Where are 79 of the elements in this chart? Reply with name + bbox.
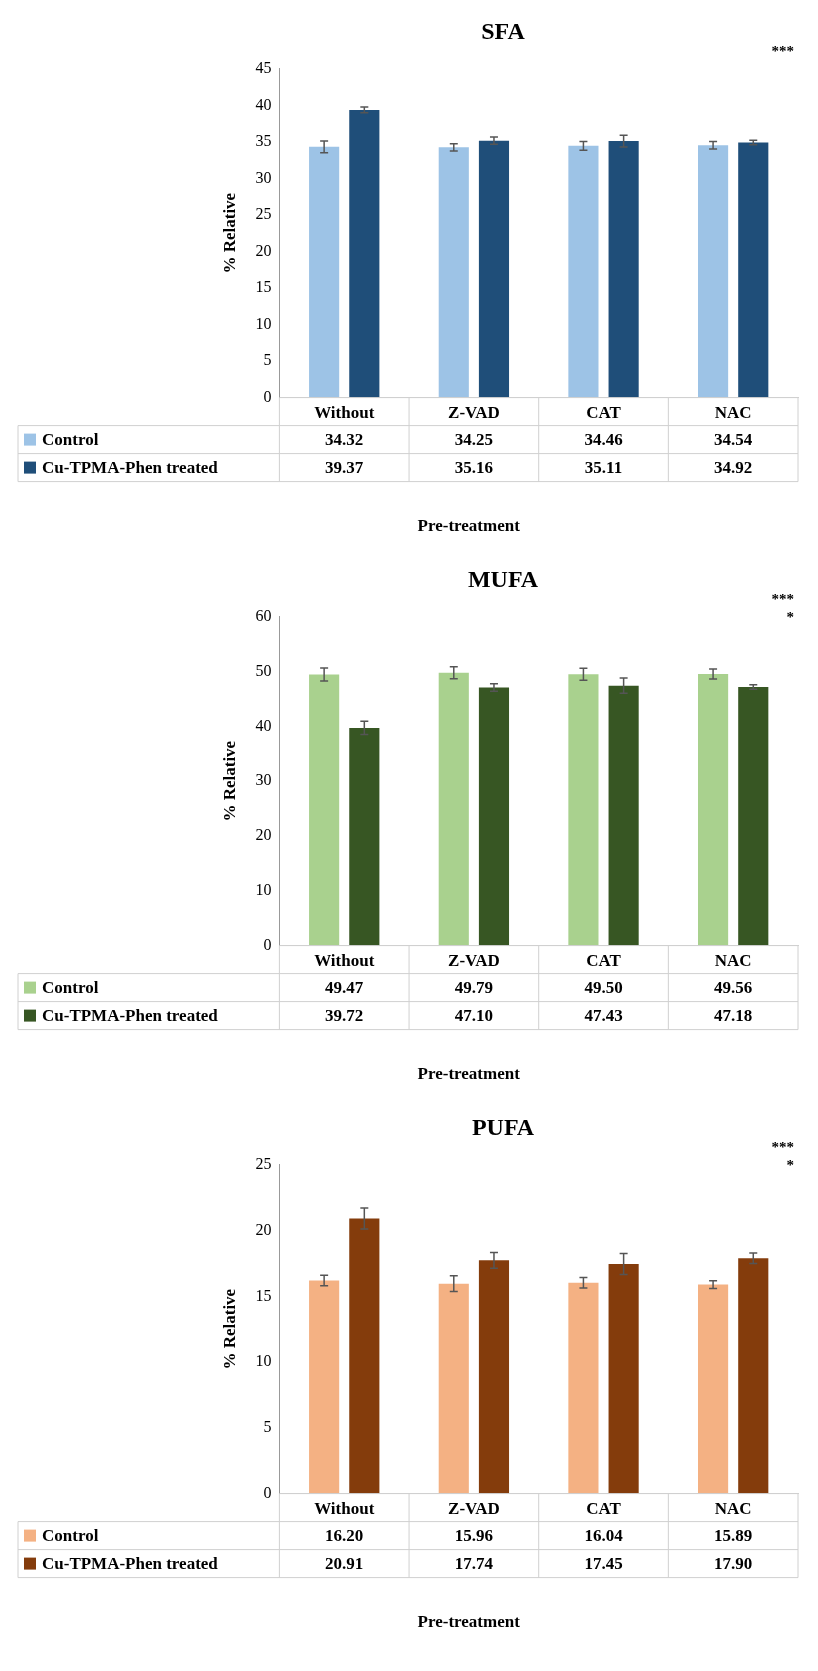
annotation: *: [786, 1157, 794, 1174]
data-label: 17.45: [584, 1553, 623, 1573]
legend-label: Control: [42, 1525, 99, 1545]
y-tick-label: 0: [263, 935, 272, 953]
legend-label: Cu-TPMA-Phen treated: [42, 1005, 219, 1025]
y-axis-title: % Relative: [219, 1288, 239, 1370]
data-label: 34.92: [714, 457, 753, 477]
data-label: 47.43: [584, 1005, 623, 1025]
data-label: 49.47: [325, 977, 364, 997]
x-tick-label: Without: [314, 403, 375, 423]
y-tick-label: 20: [255, 1220, 272, 1238]
y-tick-label: 10: [255, 881, 272, 898]
x-tick-label: Z-VAD: [448, 951, 500, 971]
data-label: 49.79: [454, 977, 493, 997]
y-tick-label: 0: [263, 1483, 272, 1501]
data-label: 39.72: [325, 1005, 364, 1025]
y-tick-label: 5: [263, 351, 272, 369]
y-tick-label: 30: [255, 771, 272, 789]
data-label: 20.91: [325, 1553, 364, 1573]
data-label: 34.46: [584, 429, 623, 449]
data-label: 15.96: [454, 1525, 493, 1545]
y-tick-label: 20: [255, 826, 272, 844]
x-tick-label: CAT: [586, 403, 622, 423]
y-axis-title: % Relative: [219, 192, 239, 274]
text: ***: [771, 1139, 794, 1156]
y-tick-label: 50: [255, 661, 272, 679]
y-tick-label: 30: [255, 168, 272, 186]
y-tick-label: 40: [255, 716, 272, 734]
x-tick-label: Z-VAD: [448, 1499, 500, 1519]
x-tick-label: CAT: [586, 1499, 622, 1519]
legend-label: Cu-TPMA-Phen treated: [42, 1553, 219, 1573]
annotation: *: [786, 609, 794, 626]
chart-title: MUFA: [467, 565, 539, 592]
y-tick-label: 0: [263, 387, 272, 405]
chart-title: SFA: [481, 17, 526, 44]
data-label: 49.56: [714, 977, 753, 997]
y-tick-label: 25: [255, 205, 272, 223]
legend-label: Control: [42, 429, 99, 449]
text: ***: [771, 591, 794, 608]
y-tick-label: 25: [255, 1155, 272, 1172]
x-axis-title: Pre-treatment: [417, 515, 521, 535]
legend-label: Control: [42, 977, 99, 997]
y-axis-title: % Relative: [219, 740, 239, 822]
y-tick-label: 35: [255, 132, 272, 150]
data-label: 34.32: [325, 429, 364, 449]
data-label: 35.16: [454, 457, 493, 477]
data-label: 15.89: [714, 1525, 753, 1545]
x-axis-title: Pre-treatment: [417, 1063, 521, 1083]
data-label: 39.37: [325, 457, 364, 477]
x-tick-label: NAC: [714, 951, 752, 971]
data-label: 17.74: [454, 1553, 494, 1573]
x-tick-label: NAC: [714, 403, 752, 423]
data-label: 47.10: [454, 1005, 493, 1025]
chart-title: PUFA: [471, 1113, 535, 1140]
x-tick-label: Without: [314, 951, 375, 971]
data-label: 49.50: [584, 977, 623, 997]
x-tick-label: Z-VAD: [448, 403, 500, 423]
x-axis-title: Pre-treatment: [417, 1611, 521, 1631]
data-label: 34.25: [454, 429, 493, 449]
y-tick-label: 10: [255, 1352, 272, 1370]
y-tick-label: 20: [255, 241, 272, 259]
data-label: 16.20: [325, 1525, 364, 1545]
x-tick-label: CAT: [586, 951, 622, 971]
data-label: 35.11: [584, 457, 623, 477]
data-label: 16.04: [584, 1525, 624, 1545]
y-tick-label: 15: [255, 1286, 272, 1304]
x-tick-label: NAC: [714, 1499, 752, 1519]
y-tick-label: 60: [255, 607, 272, 624]
data-label: 17.90: [714, 1553, 753, 1573]
y-tick-label: 5: [263, 1418, 272, 1436]
legend-label: Cu-TPMA-Phen treated: [42, 457, 219, 477]
data-label: 47.18: [714, 1005, 753, 1025]
data-label: 34.54: [714, 429, 753, 449]
x-tick-label: Without: [314, 1499, 375, 1519]
y-tick-label: 10: [255, 314, 272, 332]
y-tick-label: 45: [255, 59, 272, 76]
y-tick-label: 40: [255, 95, 272, 113]
text: ***: [771, 43, 794, 60]
y-tick-label: 15: [255, 278, 272, 296]
